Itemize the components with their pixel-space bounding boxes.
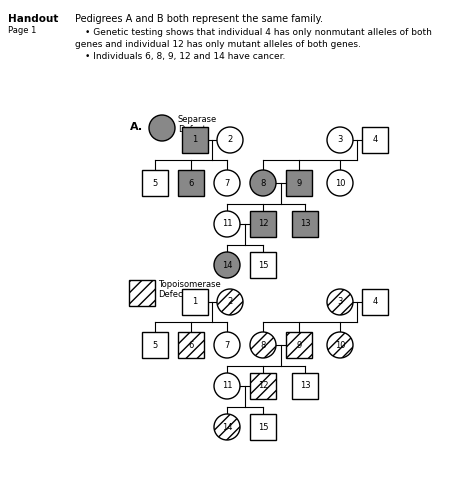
Text: 15: 15 <box>258 422 268 432</box>
Text: 6: 6 <box>188 340 194 349</box>
Text: 3: 3 <box>337 135 343 144</box>
Text: 7: 7 <box>224 340 230 349</box>
Text: 9: 9 <box>296 340 301 349</box>
Text: 7: 7 <box>224 179 230 188</box>
Text: 1: 1 <box>192 135 198 144</box>
Bar <box>178 170 204 196</box>
Bar <box>286 170 312 196</box>
Text: 5: 5 <box>152 340 158 349</box>
Bar <box>250 211 276 237</box>
Circle shape <box>250 332 276 358</box>
Text: 14: 14 <box>222 261 232 269</box>
Text: 12: 12 <box>258 382 268 391</box>
Text: Topoisomerase
Defect: Topoisomerase Defect <box>158 280 221 300</box>
Text: 4: 4 <box>373 135 378 144</box>
Text: 13: 13 <box>300 382 310 391</box>
Bar <box>129 280 155 306</box>
Text: 1: 1 <box>192 298 198 307</box>
Bar <box>142 170 168 196</box>
Text: 12: 12 <box>258 219 268 228</box>
Circle shape <box>327 170 353 196</box>
Text: 9: 9 <box>296 179 301 188</box>
Text: 13: 13 <box>300 219 310 228</box>
Text: A.: A. <box>130 122 143 132</box>
Text: 14: 14 <box>222 422 232 432</box>
Bar <box>250 373 276 399</box>
Text: Pedigrees A and B both represent the same family.: Pedigrees A and B both represent the sam… <box>75 14 323 24</box>
Text: 2: 2 <box>228 298 233 307</box>
Circle shape <box>214 414 240 440</box>
Text: 10: 10 <box>335 340 345 349</box>
Text: Page 1: Page 1 <box>8 26 36 35</box>
Text: 15: 15 <box>258 261 268 269</box>
Text: B.: B. <box>130 293 143 303</box>
Text: 5: 5 <box>152 179 158 188</box>
Circle shape <box>214 373 240 399</box>
Circle shape <box>327 127 353 153</box>
Text: 10: 10 <box>335 179 345 188</box>
Bar <box>250 414 276 440</box>
Circle shape <box>214 170 240 196</box>
Bar <box>178 332 204 358</box>
Circle shape <box>214 332 240 358</box>
Bar <box>142 332 168 358</box>
Bar <box>292 211 318 237</box>
Bar <box>250 252 276 278</box>
Text: 4: 4 <box>373 298 378 307</box>
Circle shape <box>214 211 240 237</box>
Text: 3: 3 <box>337 298 343 307</box>
Circle shape <box>327 332 353 358</box>
Bar <box>362 127 388 153</box>
Text: 11: 11 <box>222 382 232 391</box>
Text: Handout: Handout <box>8 14 58 24</box>
Text: 6: 6 <box>188 179 194 188</box>
Text: Separase
Defect: Separase Defect <box>178 115 217 134</box>
Bar <box>362 289 388 315</box>
Circle shape <box>327 289 353 315</box>
Circle shape <box>214 252 240 278</box>
Text: 11: 11 <box>222 219 232 228</box>
Text: 8: 8 <box>260 179 266 188</box>
Text: genes and individual 12 has only mutant alleles of both genes.: genes and individual 12 has only mutant … <box>75 40 361 49</box>
Text: • Individuals 6, 8, 9, 12 and 14 have cancer.: • Individuals 6, 8, 9, 12 and 14 have ca… <box>85 52 285 61</box>
Circle shape <box>149 115 175 141</box>
Bar <box>182 289 208 315</box>
Text: 2: 2 <box>228 135 233 144</box>
Circle shape <box>217 127 243 153</box>
Text: 8: 8 <box>260 340 266 349</box>
Circle shape <box>250 170 276 196</box>
Bar <box>182 127 208 153</box>
Bar <box>286 332 312 358</box>
Text: • Genetic testing shows that individual 4 has only nonmutant alleles of both: • Genetic testing shows that individual … <box>85 28 432 37</box>
Circle shape <box>217 289 243 315</box>
Bar <box>292 373 318 399</box>
